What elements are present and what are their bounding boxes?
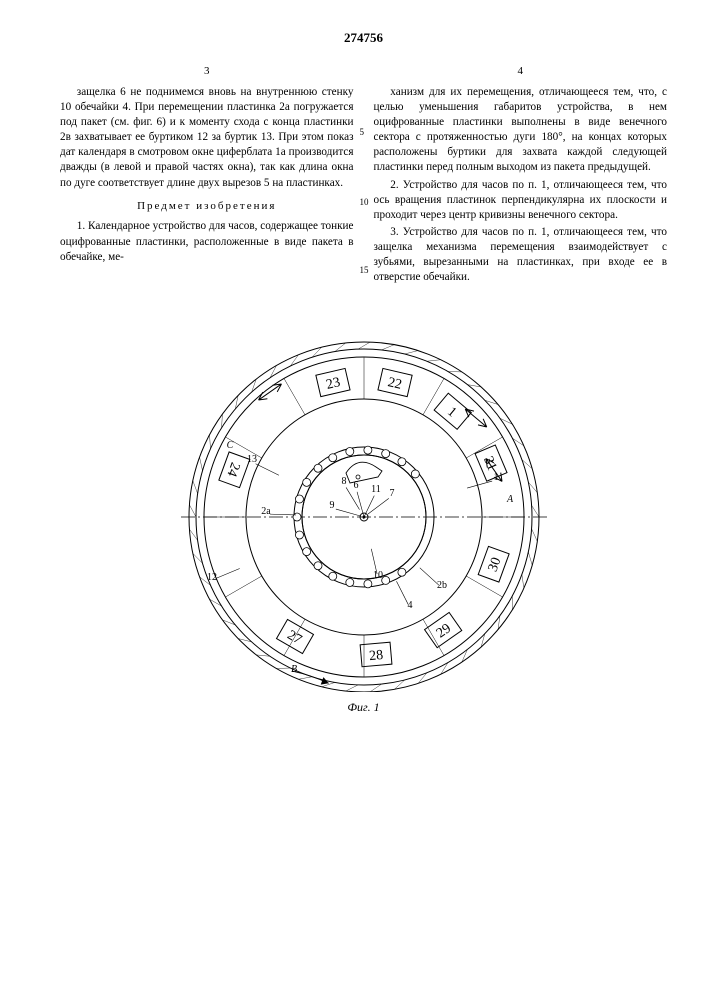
column-right: 4 5 10 15 ханизм для их перемещения, отл… — [374, 64, 668, 287]
page: 274756 3 защелка 6 не поднимемся вновь н… — [0, 0, 707, 1000]
left-p2: 1. Календарное устройство для часов, сод… — [60, 219, 354, 264]
svg-text:2b: 2b — [437, 580, 447, 591]
svg-text:C: C — [226, 440, 233, 451]
text-columns: 3 защелка 6 не поднимемся вновь на внутр… — [60, 64, 667, 287]
svg-text:30: 30 — [485, 556, 504, 574]
svg-text:23: 23 — [324, 375, 341, 393]
figure-1-svg: 222313130292827241AC132a122b410861179B — [174, 312, 554, 692]
column-left: 3 защелка 6 не поднимемся вновь на внутр… — [60, 64, 354, 287]
line-num-10: 10 — [360, 196, 369, 208]
svg-text:9: 9 — [329, 500, 334, 511]
left-p1: защелка 6 не поднимемся вновь на внутрен… — [60, 85, 354, 191]
line-num-5: 5 — [360, 126, 365, 138]
svg-text:11: 11 — [371, 484, 381, 495]
right-p3: 3. Устройство для часов по п. 1, отличаю… — [374, 225, 668, 285]
svg-text:22: 22 — [386, 375, 403, 393]
svg-text:6: 6 — [353, 480, 358, 491]
svg-text:4: 4 — [407, 600, 412, 611]
right-p1: ханизм для их перемещения, отличающееся … — [374, 85, 668, 176]
col-num-right: 4 — [374, 64, 668, 79]
figure-area: 222313130292827241AC132a122b410861179B Ф… — [60, 312, 667, 715]
svg-text:28: 28 — [368, 648, 383, 664]
svg-text:B: B — [290, 664, 296, 675]
svg-text:8: 8 — [341, 476, 346, 487]
svg-text:1: 1 — [493, 472, 498, 483]
svg-text:24: 24 — [223, 460, 242, 478]
svg-text:A: A — [505, 494, 513, 505]
svg-text:7: 7 — [389, 488, 394, 499]
col-num-left: 3 — [60, 64, 354, 79]
figure-caption: Фиг. 1 — [347, 700, 379, 715]
svg-text:12: 12 — [207, 572, 217, 583]
svg-text:10: 10 — [373, 570, 383, 581]
svg-text:2a: 2a — [261, 506, 271, 517]
patent-number: 274756 — [60, 30, 667, 46]
svg-text:13: 13 — [247, 454, 257, 465]
right-p2: 2. Устройство для часов по п. 1, отличаю… — [374, 178, 668, 223]
claims-heading: Предмет изобретения — [60, 199, 354, 214]
svg-text:1: 1 — [444, 405, 459, 421]
line-num-15: 15 — [360, 264, 369, 276]
